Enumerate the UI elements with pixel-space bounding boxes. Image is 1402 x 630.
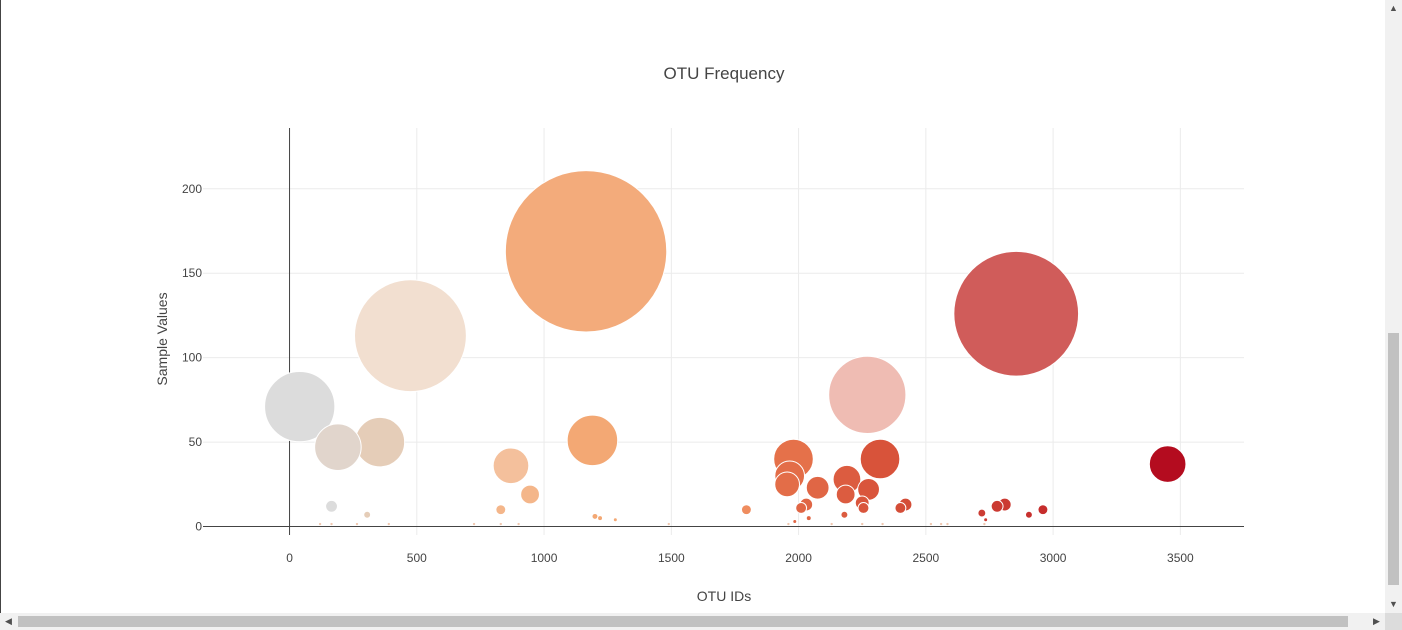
- x-tick-label: 2000: [785, 551, 812, 565]
- bubble-point: [857, 502, 870, 514]
- page-frame: 0 500 1000 1500 2000 2500 3000 3500 0 50 100 150 20…: [0, 0, 1244, 613]
- bubble-point: [520, 484, 540, 505]
- y-tick-label: 150: [182, 266, 202, 280]
- small-bubble-point: [830, 522, 833, 526]
- x-tick-label: 500: [407, 551, 427, 565]
- small-bubble-point: [355, 522, 359, 526]
- y-tick-labels: 0 50 100 150 200: [182, 182, 202, 534]
- y-tick-label: 200: [182, 182, 202, 196]
- scroll-up-icon[interactable]: ▲: [1389, 3, 1398, 13]
- small-bubble-point: [929, 522, 933, 526]
- bubble-point: [354, 279, 467, 393]
- bubble-point: [805, 475, 830, 500]
- scroll-down-icon[interactable]: ▼: [1389, 599, 1398, 609]
- bubble-point: [591, 512, 599, 520]
- small-bubble-point: [881, 522, 884, 526]
- x-tick-label: 3000: [1040, 551, 1067, 565]
- bubble-point: [828, 355, 907, 434]
- bubble-point: [504, 170, 668, 333]
- y-tick-label: 0: [195, 520, 202, 534]
- small-bubble-point: [939, 522, 943, 526]
- bubble-point: [977, 508, 987, 518]
- scroll-right-icon[interactable]: ▶: [1373, 616, 1380, 626]
- bubble-point: [953, 250, 1080, 377]
- bubble-point: [835, 484, 856, 505]
- horizontal-scrollbar[interactable]: ◀ ▶: [0, 613, 1385, 630]
- small-bubble-point: [861, 522, 864, 526]
- bubble-chart: 0 500 1000 1500 2000 2500 3000 3500 0 50 100 150 20…: [154, 64, 1244, 604]
- scroll-left-icon[interactable]: ◀: [5, 616, 12, 626]
- horizontal-scroll-thumb[interactable]: [18, 616, 1348, 627]
- bubble-point: [1148, 445, 1187, 483]
- bubble-point: [740, 504, 752, 516]
- bubble-point: [354, 416, 406, 468]
- small-bubble-point: [983, 522, 986, 526]
- bubble-point: [264, 371, 336, 443]
- small-bubble-point: [946, 522, 949, 526]
- small-bubble-point: [667, 522, 670, 526]
- x-tick-label: 3500: [1167, 551, 1194, 565]
- y-axis-title: Sample Values: [154, 292, 170, 385]
- bubble-point: [1037, 504, 1049, 516]
- small-bubble-point: [517, 522, 520, 526]
- bubbles: [264, 170, 1187, 526]
- bubble-point: [894, 502, 907, 514]
- bubble-point: [495, 504, 507, 516]
- bubble-point: [792, 518, 798, 524]
- bubble-point: [566, 414, 619, 467]
- bubble-point: [1024, 510, 1033, 519]
- small-bubble-point: [387, 522, 391, 526]
- x-tick-label: 1000: [531, 551, 558, 565]
- bubble-point: [859, 438, 901, 480]
- small-bubble-point: [787, 522, 790, 526]
- x-tick-label: 0: [286, 551, 293, 565]
- y-tick-label: 50: [189, 435, 203, 449]
- x-tick-label: 1500: [658, 551, 685, 565]
- vertical-scroll-thumb[interactable]: [1388, 333, 1399, 585]
- bubble-point: [492, 447, 530, 485]
- bubble-point: [597, 515, 604, 522]
- x-axis-title: OTU IDs: [697, 588, 751, 604]
- bubble-point: [314, 423, 362, 471]
- vertical-scrollbar[interactable]: ▲ ▼: [1385, 0, 1402, 613]
- axes: [203, 128, 1244, 535]
- bubble-point: [325, 499, 338, 513]
- bubble-point: [363, 510, 372, 519]
- small-bubble-point: [318, 522, 322, 526]
- bubble-point: [983, 517, 989, 523]
- bubble-point: [840, 510, 849, 519]
- y-tick-label: 100: [182, 351, 202, 365]
- bubble-point: [774, 471, 801, 498]
- small-bubble-point: [330, 522, 333, 526]
- bubble-point: [612, 517, 618, 523]
- bubble-point: [805, 515, 812, 522]
- x-tick-labels: 0 500 1000 1500 2000 2500 3000 3500: [286, 551, 1194, 565]
- x-tick-label: 2500: [912, 551, 939, 565]
- chart-title: OTU Frequency: [664, 64, 785, 83]
- small-bubble-point: [499, 522, 502, 526]
- bubble-point: [795, 502, 808, 514]
- bubble-point: [990, 499, 1004, 513]
- small-bubble-point: [472, 522, 476, 526]
- scrollbar-corner: [1385, 613, 1402, 630]
